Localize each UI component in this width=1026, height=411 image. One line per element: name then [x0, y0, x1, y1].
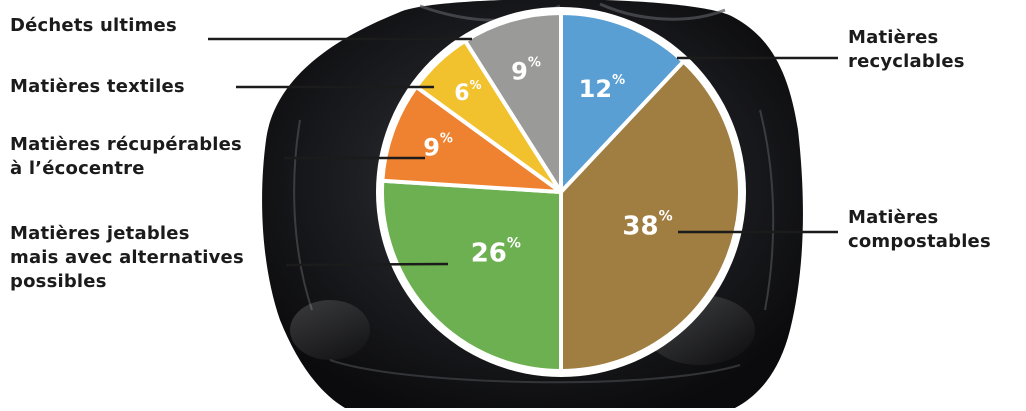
slice-percentage: 12% — [579, 72, 625, 103]
slice-percentage: 6% — [454, 78, 481, 106]
category-label-line: compostables — [848, 231, 991, 252]
leader-lines — [208, 37, 838, 267]
pie-slice — [559, 11, 686, 194]
pie-slice — [380, 84, 563, 194]
category-label-line: mais avec alternatives — [10, 247, 244, 268]
slice-percentage: 9% — [511, 55, 541, 86]
pie-slices — [380, 11, 742, 373]
category-label-line: Matières récupérables — [10, 134, 242, 155]
category-label: Déchets ultimes — [10, 14, 177, 38]
slice-percentage: 38% — [622, 208, 672, 241]
category-label: Matières jetables mais avec alternatives p… — [10, 222, 244, 294]
category-label-line: recyclables — [848, 51, 965, 72]
category-label: Matières compostables — [848, 206, 991, 254]
category-label: Matières recyclables — [848, 26, 965, 74]
leader-line — [285, 262, 449, 267]
category-label-line: Matières — [848, 27, 939, 48]
pie-slice — [380, 178, 563, 373]
category-label-line: Matières textiles — [10, 76, 185, 97]
slice-percentage: 26% — [471, 235, 521, 268]
category-label-line: à l’écocentre — [10, 158, 145, 179]
category-label-line: Matières — [848, 207, 939, 228]
slice-percentage: 9% — [423, 131, 453, 162]
category-label-line: Matières jetables — [10, 223, 190, 244]
category-label-line: possibles — [10, 271, 107, 292]
category-label: Matières récupérables à l’écocentre — [10, 133, 242, 181]
category-label: Matières textiles — [10, 75, 185, 99]
percentage-labels: 12%38%26%9%6% 9% — [423, 55, 672, 268]
pie-slice — [559, 59, 742, 373]
category-label-line: Déchets ultimes — [10, 15, 177, 36]
